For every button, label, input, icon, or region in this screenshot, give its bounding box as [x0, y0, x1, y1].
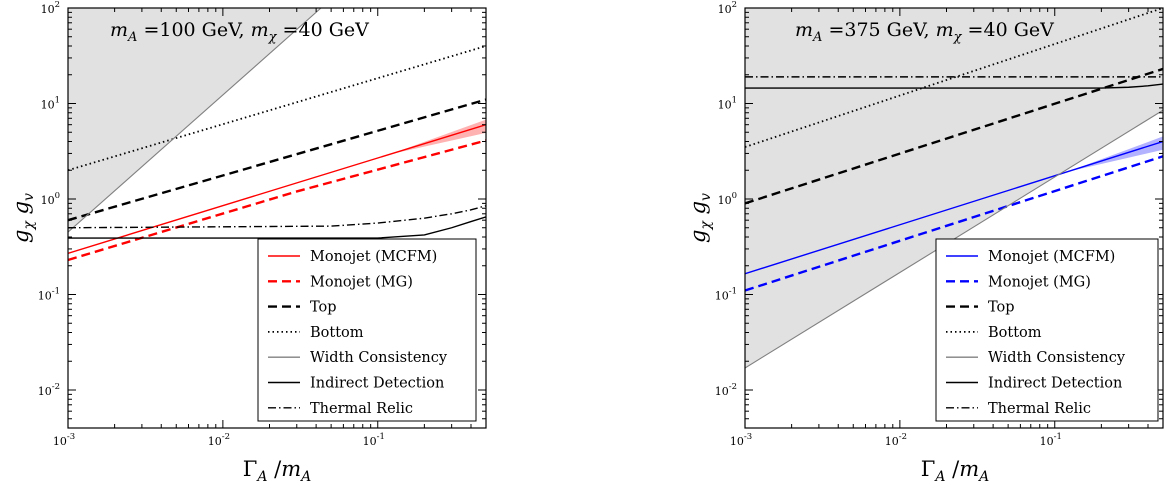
legend-label: Width Consistency — [310, 350, 448, 366]
x-axis-title: ΓA /mA — [243, 457, 312, 485]
series-line-top — [68, 98, 486, 222]
legend-label: Width Consistency — [988, 350, 1126, 366]
legend-box — [935, 238, 1159, 422]
uncertainty-band-monojet-mcfm — [1067, 136, 1163, 172]
excluded-region-shading — [745, 8, 1163, 368]
y-tick-label: 100 — [718, 191, 737, 207]
axes-frame — [744, 7, 1164, 429]
legend: Monojet (MCFM) Monojet (MG) Top Bottom Width… — [935, 238, 1159, 422]
y-tick-label: 101 — [41, 95, 60, 111]
y-tick-label: 102 — [718, 0, 737, 16]
legend-label: Indirect Detection — [310, 376, 444, 392]
y-axis-title: gχ gv — [686, 193, 714, 243]
uncertainty-band-monojet-mcfm — [390, 119, 486, 155]
series-line-monojet-mcfm — [745, 140, 1163, 275]
legend-label: Top — [988, 300, 1015, 316]
y-tick-label: 102 — [41, 0, 60, 16]
y-tick-label: 101 — [718, 95, 737, 111]
y-tick-label: 10-1 — [38, 286, 60, 302]
legend: Monojet (MCFM) Monojet (MG) Top Bottom Width… — [257, 238, 477, 422]
legend-box — [257, 238, 477, 422]
y-tick-label: 100 — [41, 191, 60, 207]
series-line-bottom — [68, 45, 486, 172]
x-tick-label: 10-1 — [363, 432, 385, 448]
legend-label: Monojet (MG) — [310, 274, 413, 290]
y-tick-label: 10-2 — [38, 382, 60, 398]
y-tick-label: 10-2 — [715, 382, 737, 398]
x-tick-label: 10-2 — [208, 432, 230, 448]
x-tick-label: 10-1 — [1040, 432, 1062, 448]
chart-panel-left: 10-3 10-2 10-1 10-2 10-1 100 101 102 ΓA /mA gχ gv… — [9, 0, 487, 485]
series-line-width-consistency — [68, 8, 322, 233]
series-line-indirect-detection — [745, 83, 1163, 89]
series-line-monojet-mcfm — [68, 124, 486, 254]
legend-label: Top — [310, 300, 337, 316]
chart-title: mA =375 GeV, mχ =40 GeV — [795, 19, 1054, 45]
plot-area — [68, 8, 486, 262]
chart-panel-right: 10-3 10-2 10-1 10-2 10-1 100 101 102 ΓA /mA gχ gv… — [686, 0, 1164, 485]
x-tick-label: 10-3 — [53, 432, 75, 448]
y-axis-title: gχ gv — [9, 193, 37, 243]
series-line-top — [745, 67, 1163, 205]
plot-area — [745, 8, 1163, 369]
excluded-region-shading — [68, 8, 486, 233]
legend-label: Monojet (MG) — [988, 274, 1091, 290]
series-line-monojet-mg — [68, 139, 486, 262]
y-tick-label: 10-1 — [715, 286, 737, 302]
chart-title: mA =100 GeV, mχ =40 GeV — [110, 19, 369, 45]
series-line-indirect-detection — [68, 216, 486, 239]
legend-label: Bottom — [310, 325, 364, 341]
series-line-thermal-relic — [68, 205, 486, 229]
legend-label: Monojet (MCFM) — [310, 249, 437, 265]
x-tick-label: 10-3 — [730, 432, 752, 448]
series-line-monojet-mg — [745, 155, 1163, 292]
series-line-bottom — [745, 8, 1163, 148]
legend-label: Bottom — [988, 325, 1042, 341]
legend-label: Indirect Detection — [988, 376, 1122, 392]
legend-label: Thermal Relic — [988, 401, 1091, 417]
axes-frame — [67, 7, 487, 429]
legend-label: Thermal Relic — [310, 401, 413, 417]
x-tick-label: 10-2 — [885, 432, 907, 448]
x-axis-title: ΓA /mA — [921, 457, 990, 485]
legend-label: Monojet (MCFM) — [988, 249, 1115, 265]
